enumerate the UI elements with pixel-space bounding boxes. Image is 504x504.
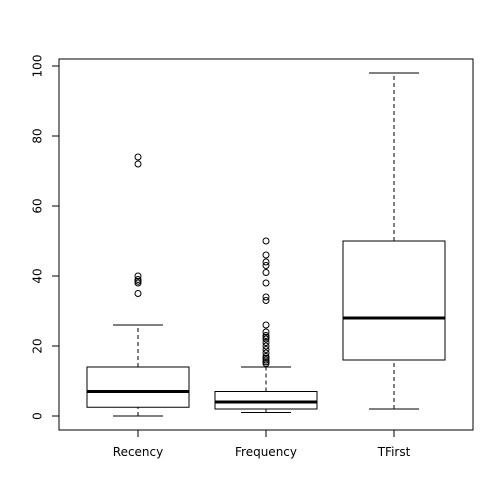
- y-tick-label: 0: [31, 412, 45, 420]
- outlier-point: [262, 353, 270, 360]
- outlier-point: [262, 349, 270, 357]
- iqr-box: [342, 240, 446, 361]
- outlier-point: [262, 258, 270, 266]
- x-tick-label: TFirst: [377, 445, 411, 459]
- outlier-point: [134, 160, 142, 168]
- outlier-point: [262, 293, 270, 301]
- outlier-point: [134, 153, 142, 161]
- y-tick-label: 80: [31, 128, 45, 143]
- outlier-point: [262, 342, 270, 350]
- x-tick-label: Frequency: [235, 445, 297, 459]
- outlier-point: [262, 346, 270, 353]
- outlier-point: [262, 297, 270, 304]
- outlier-point: [262, 251, 270, 259]
- outlier-point: [262, 332, 270, 339]
- x-axis: Recency Frequency TFirst: [113, 429, 411, 459]
- outlier-point: [262, 279, 270, 287]
- outlier-point: [262, 328, 270, 336]
- iqr-box: [214, 391, 318, 410]
- boxes-layer: [86, 72, 446, 417]
- y-tick-label: 40: [31, 268, 45, 283]
- outlier-point: [262, 339, 270, 346]
- outlier-point: [262, 237, 270, 245]
- y-tick-label: 100: [31, 55, 45, 78]
- y-axis: 0 20 40 60 80 100: [31, 55, 60, 420]
- outlier-point: [134, 272, 142, 280]
- box-tfirst: [342, 72, 446, 410]
- box-recency: [86, 153, 190, 417]
- outlier-point: [262, 262, 270, 269]
- iqr-box: [86, 366, 190, 408]
- outlier-point: [134, 276, 142, 283]
- outlier-point: [262, 269, 270, 276]
- x-tick-label: Recency: [113, 445, 163, 459]
- box-frequency: [214, 237, 318, 413]
- outlier-point: [262, 321, 270, 329]
- outlier-point: [134, 290, 142, 297]
- y-tick-label: 20: [31, 338, 45, 353]
- y-tick-label: 60: [31, 198, 45, 213]
